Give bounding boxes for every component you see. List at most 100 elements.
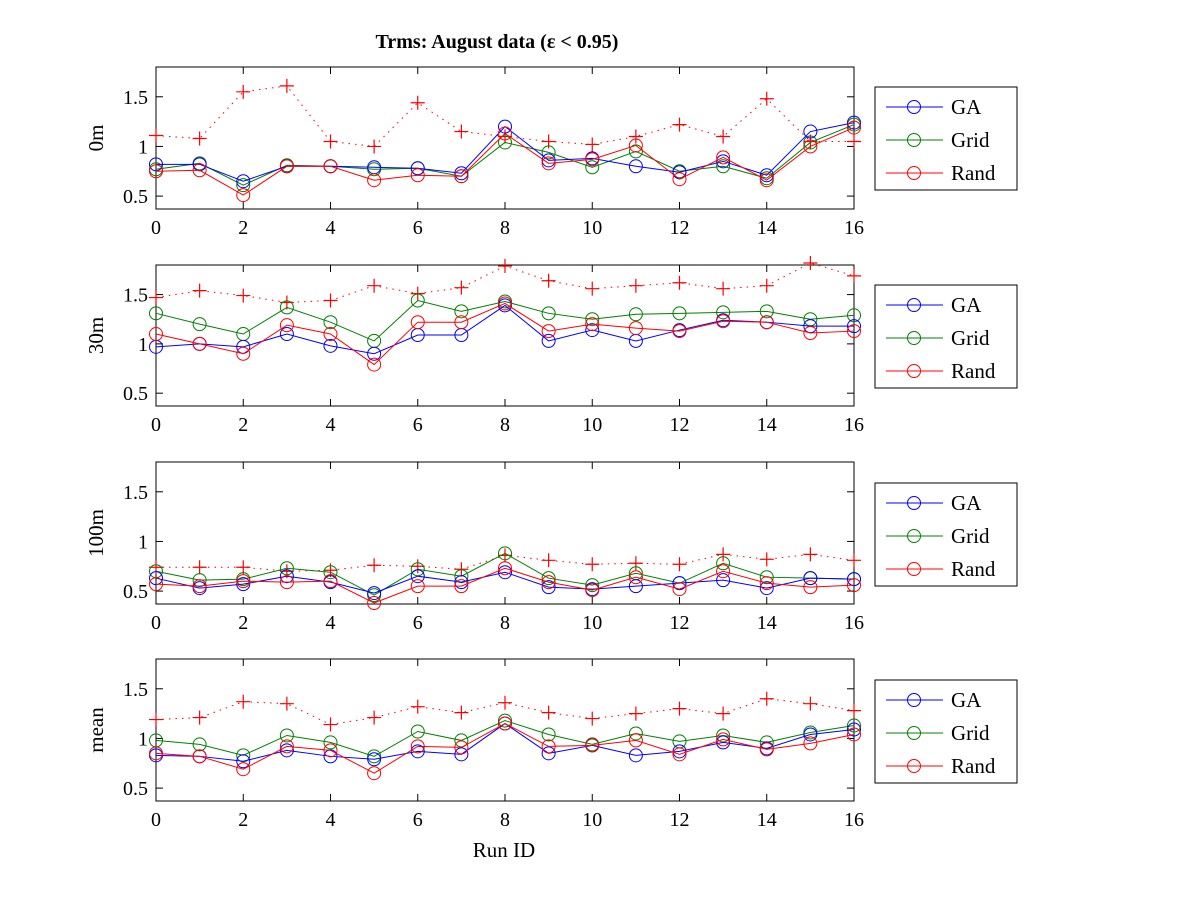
legend-label: GA (951, 491, 982, 515)
data-point (803, 580, 818, 595)
data-point (454, 569, 469, 584)
legend: GA Grid Rand (874, 482, 1018, 587)
data-point (716, 305, 731, 320)
data-point-plus (672, 557, 687, 572)
data-point (847, 718, 861, 733)
x-tick-label: 14 (757, 612, 777, 634)
data-point (803, 326, 818, 341)
legend-entry-ga: GA (886, 293, 982, 317)
data-point (628, 321, 643, 336)
legend-marker (907, 529, 921, 543)
data-point (541, 156, 556, 171)
y-tick-label: 0.5 (123, 581, 148, 603)
data-point (759, 742, 774, 757)
data-point-plus (759, 278, 774, 293)
data-point (149, 327, 163, 342)
data-point-plus (410, 559, 425, 574)
y-tick-label: 1 (138, 136, 148, 158)
data-point (628, 144, 643, 159)
data-point (628, 733, 643, 748)
x-tick-label: 10 (582, 217, 602, 239)
legend-marker (907, 166, 921, 180)
series-line (155, 262, 855, 303)
legend-box (874, 482, 1018, 587)
data-point (847, 324, 861, 339)
data-point (410, 724, 425, 739)
legend-marker (907, 331, 921, 345)
series-line (155, 722, 855, 762)
data-point-plus (716, 547, 731, 562)
x-tick-label: 14 (757, 414, 777, 436)
data-point (192, 579, 207, 594)
x-tick-label: 8 (500, 414, 510, 436)
legend-marker (907, 298, 921, 312)
data-point (367, 346, 382, 361)
x-tick-label: 2 (238, 217, 248, 239)
data-point (672, 747, 687, 762)
data-point-plus (498, 258, 512, 273)
data-point (367, 586, 382, 601)
data-point-plus (192, 283, 207, 298)
data-point-plus (149, 290, 163, 305)
data-point (323, 338, 338, 353)
data-point (759, 315, 774, 330)
x-tick-label: 8 (500, 217, 510, 239)
legend-entry-rand: Rand (886, 359, 996, 383)
data-point (541, 306, 556, 321)
y-axis-label: 100m (84, 509, 108, 557)
data-point (279, 300, 294, 315)
series-line (155, 720, 855, 757)
data-point (759, 173, 774, 188)
series-rand (149, 296, 861, 372)
data-point-plus (454, 124, 469, 139)
legend-label: Grid (951, 721, 990, 745)
data-point (367, 173, 382, 188)
data-point (759, 576, 774, 591)
data-point (541, 153, 556, 168)
data-point (541, 324, 556, 339)
data-point (672, 576, 687, 591)
series-rand (149, 120, 861, 203)
legend-label: Rand (951, 161, 996, 185)
data-point-plus (367, 710, 382, 725)
x-tick-label: 4 (326, 217, 336, 239)
data-point (236, 574, 251, 589)
data-point (716, 735, 731, 750)
legend-entry-rand: Rand (886, 161, 996, 185)
data-point-plus (847, 703, 861, 718)
data-point-plus (410, 95, 425, 110)
data-point (628, 570, 643, 585)
data-point (847, 319, 861, 334)
data-point (410, 744, 425, 759)
y-tick-label: 1.5 (123, 482, 148, 504)
y-axis-label: 30m (84, 317, 108, 354)
data-point-plus (149, 128, 163, 143)
series-line (155, 552, 855, 596)
data-point-plus (323, 293, 338, 308)
data-point (541, 145, 556, 160)
subplot-100m: 0 2 4 6 8 10 12 14 16 0.5 1 1.5 100m GA Grid Rand (84, 461, 1018, 634)
x-tick-label: 10 (582, 414, 602, 436)
x-tick-label: 16 (844, 414, 864, 436)
data-point (716, 556, 731, 571)
x-tick-label: 0 (151, 414, 161, 436)
series-line (155, 571, 855, 594)
x-tick-label: 4 (326, 612, 336, 634)
data-point (847, 727, 861, 742)
x-tick-label: 16 (844, 809, 864, 831)
data-point (192, 317, 207, 332)
data-point (367, 357, 382, 372)
series-grid (149, 546, 861, 603)
x-tick-label: 16 (844, 217, 864, 239)
data-point-plus (192, 710, 207, 725)
legend-box (874, 284, 1018, 389)
data-point-plus (236, 694, 251, 709)
data-point-plus (847, 553, 861, 568)
data-point-plus (716, 706, 731, 721)
data-point (716, 150, 731, 165)
series-ga (149, 716, 861, 769)
x-tick-label: 16 (844, 612, 864, 634)
data-point (847, 578, 861, 593)
legend-label: Grid (951, 326, 990, 350)
data-point-plus (716, 281, 731, 296)
